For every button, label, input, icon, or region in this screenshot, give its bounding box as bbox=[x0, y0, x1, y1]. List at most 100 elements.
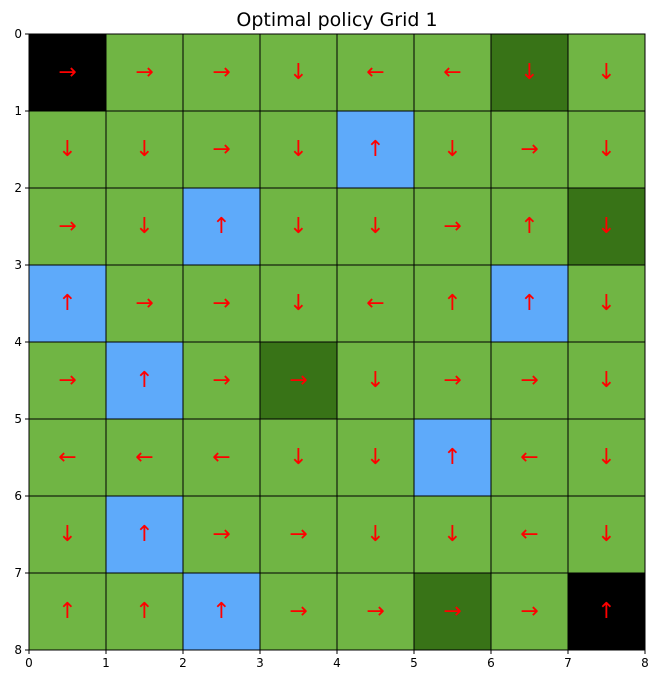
x-tick-label-6: 6 bbox=[487, 656, 495, 670]
policy-arrow-4-3: → bbox=[289, 368, 307, 393]
policy-arrow-6-6: ← bbox=[520, 522, 538, 547]
policy-arrow-3-1: → bbox=[135, 291, 153, 316]
policy-arrow-4-7: ↓ bbox=[597, 368, 615, 393]
grid-cell-1-3 bbox=[259, 110, 338, 189]
policy-arrow-0-7: ↓ bbox=[597, 60, 615, 85]
y-tick-label-2: 2 bbox=[14, 181, 22, 195]
grid-cell-0-4 bbox=[336, 33, 415, 112]
policy-arrow-1-5: ↓ bbox=[443, 137, 461, 162]
grid-cell-4-6 bbox=[490, 341, 569, 420]
grid-cell-5-2 bbox=[182, 418, 261, 497]
grid-cell-3-2 bbox=[182, 264, 261, 343]
policy-arrow-6-1: ↑ bbox=[135, 522, 153, 547]
policy-arrow-6-7: ↓ bbox=[597, 522, 615, 547]
policy-arrow-4-0: → bbox=[58, 368, 76, 393]
y-tick-label-4: 4 bbox=[14, 335, 22, 349]
grid-cell-4-4 bbox=[336, 341, 415, 420]
x-tick-label-8: 8 bbox=[641, 656, 649, 670]
policy-arrow-2-5: → bbox=[443, 214, 461, 239]
policy-arrow-2-4: ↓ bbox=[366, 214, 384, 239]
grid-cell-6-6 bbox=[490, 495, 569, 574]
policy-arrow-4-1: ↑ bbox=[135, 368, 153, 393]
grid-cell-3-6 bbox=[490, 264, 569, 343]
policy-arrow-6-5: ↓ bbox=[443, 522, 461, 547]
policy-arrow-2-2: ↑ bbox=[212, 214, 230, 239]
policy-arrow-1-0: ↓ bbox=[58, 137, 76, 162]
grid-cell-2-2 bbox=[182, 187, 261, 266]
policy-arrow-6-4: ↓ bbox=[366, 522, 384, 547]
grid-cell-5-1 bbox=[105, 418, 184, 497]
policy-arrow-0-5: ← bbox=[443, 60, 461, 85]
grid-cell-2-3 bbox=[259, 187, 338, 266]
grid-cell-0-0 bbox=[28, 33, 107, 112]
grid-cell-2-6 bbox=[490, 187, 569, 266]
grid-cell-3-3 bbox=[259, 264, 338, 343]
policy-arrow-7-2: ↑ bbox=[212, 599, 230, 624]
policy-arrow-1-1: ↓ bbox=[135, 137, 153, 162]
policy-arrow-4-5: → bbox=[443, 368, 461, 393]
policy-arrow-6-0: ↓ bbox=[58, 522, 76, 547]
chart-title: Optimal policy Grid 1 bbox=[236, 9, 437, 31]
y-tick-label-8: 8 bbox=[14, 643, 22, 657]
grid-cell-5-7 bbox=[567, 418, 646, 497]
policy-arrow-5-6: ← bbox=[520, 445, 538, 470]
policy-arrow-0-3: ↓ bbox=[289, 60, 307, 85]
policy-arrow-5-4: ↓ bbox=[366, 445, 384, 470]
policy-arrow-3-2: → bbox=[212, 291, 230, 316]
y-tick-label-0: 0 bbox=[14, 27, 22, 41]
grid-cell-0-7 bbox=[567, 33, 646, 112]
y-axis: 0 1 2 3 4 5 6 7 8 bbox=[14, 27, 29, 657]
policy-arrow-5-5: ↑ bbox=[443, 445, 461, 470]
x-tick-label-5: 5 bbox=[410, 656, 418, 670]
policy-arrow-2-1: ↓ bbox=[135, 214, 153, 239]
policy-arrow-7-6: → bbox=[520, 599, 538, 624]
policy-arrow-1-7: ↓ bbox=[597, 137, 615, 162]
policy-arrow-5-1: ← bbox=[135, 445, 153, 470]
policy-arrow-4-4: ↓ bbox=[366, 368, 384, 393]
grid-cell-5-6 bbox=[490, 418, 569, 497]
policy-arrow-7-4: → bbox=[366, 599, 384, 624]
policy-arrow-3-4: ← bbox=[366, 291, 384, 316]
grid-cell-6-4 bbox=[336, 495, 415, 574]
grid-cell-1-4 bbox=[336, 110, 415, 189]
grid-cell-2-4 bbox=[336, 187, 415, 266]
grid-cell-6-2 bbox=[182, 495, 261, 574]
policy-arrow-6-2: → bbox=[212, 522, 230, 547]
x-tick-label-2: 2 bbox=[179, 656, 187, 670]
grid-cell-2-1 bbox=[105, 187, 184, 266]
policy-arrow-1-2: → bbox=[212, 137, 230, 162]
x-tick-label-0: 0 bbox=[25, 656, 33, 670]
policy-arrow-0-2: → bbox=[212, 60, 230, 85]
policy-arrow-5-2: ← bbox=[212, 445, 230, 470]
x-tick-label-7: 7 bbox=[564, 656, 572, 670]
policy-arrow-5-0: ← bbox=[58, 445, 76, 470]
grid-cell-0-1 bbox=[105, 33, 184, 112]
policy-arrow-5-3: ↓ bbox=[289, 445, 307, 470]
grid-cell-7-4 bbox=[336, 572, 415, 651]
policy-arrow-7-0: ↑ bbox=[58, 599, 76, 624]
policy-arrow-3-7: ↓ bbox=[597, 291, 615, 316]
policy-arrow-0-4: ← bbox=[366, 60, 384, 85]
policy-arrow-3-0: ↑ bbox=[58, 291, 76, 316]
policy-arrow-3-3: ↓ bbox=[289, 291, 307, 316]
grid-cell-0-5 bbox=[413, 33, 492, 112]
grid-cell-6-1 bbox=[105, 495, 184, 574]
grid-cell-6-7 bbox=[567, 495, 646, 574]
y-tick-label-7: 7 bbox=[14, 566, 22, 580]
grid-cell-4-2 bbox=[182, 341, 261, 420]
grid-cell-1-7 bbox=[567, 110, 646, 189]
policy-arrow-5-7: ↓ bbox=[597, 445, 615, 470]
policy-arrow-2-3: ↓ bbox=[289, 214, 307, 239]
policy-arrow-7-1: ↑ bbox=[135, 599, 153, 624]
policy-arrow-1-3: ↓ bbox=[289, 137, 307, 162]
policy-arrow-0-1: → bbox=[135, 60, 153, 85]
grid-cell-3-4 bbox=[336, 264, 415, 343]
x-tick-label-1: 1 bbox=[102, 656, 110, 670]
policy-arrow-3-5: ↑ bbox=[443, 291, 461, 316]
policy-arrows: → → → ↓ ← ← ↓ ↓ ↓ ↓ → ↓ ↑ ↓ → ↓ → ↓ ↑ ↓ ↓ → ↑ ↓ ↑ → → ↓ ← ↑ ↑ ↓ → ↑ → → ↓ → → ↓… bbox=[58, 60, 615, 624]
x-tick-label-4: 4 bbox=[333, 656, 341, 670]
y-tick-label-3: 3 bbox=[14, 258, 22, 272]
policy-arrow-4-2: → bbox=[212, 368, 230, 393]
policy-arrow-3-6: ↑ bbox=[520, 291, 538, 316]
